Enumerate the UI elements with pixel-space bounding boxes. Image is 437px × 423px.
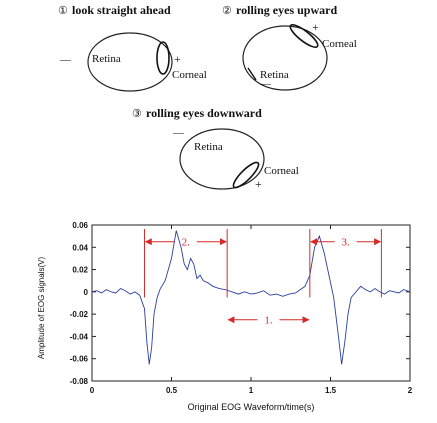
plus-sign: + <box>312 20 319 34</box>
y-tick-label: -0.08 <box>70 377 89 386</box>
corneal-label: Corneal <box>172 69 207 81</box>
corneal-label: Corneal <box>264 165 299 177</box>
annotation-markers: 2. 3. 1. <box>143 229 382 327</box>
panel1-title: look straight ahead <box>72 3 171 17</box>
minus-sign: — <box>59 54 72 66</box>
annotation-label: 3. <box>341 237 350 249</box>
retina-label: Retina <box>260 69 289 81</box>
eye-diagram-straight: Retina + Corneal — <box>59 32 207 92</box>
y-axis: 0.06 0.04 0.02 0 -0.02 -0.04 -0.06 -0.08 <box>70 221 410 386</box>
plus-sign: + <box>255 177 262 191</box>
panel3-marker: ③ <box>132 108 142 120</box>
y-tick-label: 0.04 <box>72 243 88 252</box>
plot-frame <box>91 224 411 382</box>
x-tick-label: 0 <box>90 386 95 395</box>
panel1-marker: ① <box>58 5 68 17</box>
x-axis-label: Original EOG Waveform/time(s) <box>188 402 315 412</box>
y-axis-label: Amplitude of EOG signals(V) <box>37 257 46 360</box>
panel2-marker: ② <box>222 5 232 17</box>
eyeball-outline <box>179 128 265 190</box>
minus-sign: — <box>172 127 185 139</box>
cornea-shape <box>232 161 260 189</box>
x-tick-label: 1 <box>249 386 254 395</box>
y-tick-label: -0.02 <box>70 310 89 319</box>
y-tick-label: -0.04 <box>70 332 89 341</box>
eye-diagram-upward: + Corneal Retina — <box>242 20 357 91</box>
plus-sign: + <box>174 52 181 66</box>
y-tick-label: 0.06 <box>72 221 88 230</box>
eyeball-outline <box>242 25 328 91</box>
retina-arc <box>247 67 257 81</box>
x-tick-label: 0.5 <box>166 386 178 395</box>
annotation-label: 1. <box>264 315 273 327</box>
corneal-label: Corneal <box>322 38 357 50</box>
eog-series-line <box>91 230 411 365</box>
x-tick-label: 1.5 <box>325 386 337 395</box>
y-tick-label: 0.02 <box>72 266 88 275</box>
x-axis: 0 0.5 1 1.5 2 <box>90 225 413 395</box>
cornea-shape <box>156 41 170 75</box>
x-tick-label: 2 <box>408 386 413 395</box>
eog-waveform-chart: 0.06 0.04 0.02 0 -0.02 -0.04 -0.06 -0.08 0 0.5 1 1… <box>37 221 413 412</box>
retina-label: Retina <box>194 141 223 153</box>
eye-diagram-downward: — Retina Corneal + <box>172 127 299 191</box>
panel2-title: rolling eyes upward <box>236 3 337 17</box>
minus-sign: — <box>259 78 272 90</box>
y-tick-label: -0.06 <box>70 355 89 364</box>
retina-label: Retina <box>92 53 121 65</box>
annotation-label: 2. <box>182 237 191 249</box>
panel3-title: rolling eyes downward <box>146 106 262 120</box>
cornea-shape <box>289 24 319 48</box>
eyeball-outline <box>87 32 173 92</box>
y-tick-label: 0 <box>84 288 89 297</box>
